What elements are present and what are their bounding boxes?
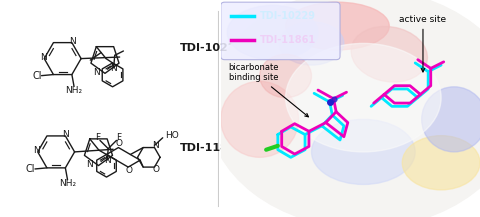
Text: N: N <box>104 156 110 165</box>
Text: Cl: Cl <box>26 164 36 174</box>
Text: TDI-10229: TDI-10229 <box>260 11 316 21</box>
Text: HO: HO <box>165 131 179 140</box>
FancyBboxPatch shape <box>221 2 340 60</box>
Ellipse shape <box>260 54 312 98</box>
Ellipse shape <box>422 87 480 152</box>
Ellipse shape <box>351 26 428 82</box>
Text: NH₂: NH₂ <box>59 179 76 188</box>
Ellipse shape <box>402 136 480 190</box>
Text: bicarbonate
binding site: bicarbonate binding site <box>228 63 308 117</box>
Text: TDI-11861: TDI-11861 <box>260 35 316 45</box>
Ellipse shape <box>208 0 480 217</box>
Text: TDI-10229: TDI-10229 <box>180 43 244 53</box>
Ellipse shape <box>286 43 441 152</box>
Ellipse shape <box>286 2 389 50</box>
Text: N: N <box>110 64 117 73</box>
Text: F: F <box>95 133 100 142</box>
Text: N: N <box>40 53 47 62</box>
Text: Cl: Cl <box>33 71 42 81</box>
Text: N: N <box>86 160 93 169</box>
Text: N: N <box>93 67 100 77</box>
Text: N: N <box>33 146 40 155</box>
Ellipse shape <box>227 5 318 60</box>
Text: N: N <box>152 141 159 150</box>
Text: N: N <box>69 37 76 46</box>
Text: active site: active site <box>399 15 446 72</box>
Text: O: O <box>152 165 159 174</box>
Text: O: O <box>115 139 122 148</box>
Text: F: F <box>116 133 121 142</box>
Ellipse shape <box>279 22 344 65</box>
Text: NH₂: NH₂ <box>65 86 83 95</box>
Text: O: O <box>125 166 132 176</box>
Text: N: N <box>62 130 69 139</box>
Ellipse shape <box>221 81 299 157</box>
Ellipse shape <box>312 119 415 184</box>
Text: TDI-11861: TDI-11861 <box>180 143 244 153</box>
